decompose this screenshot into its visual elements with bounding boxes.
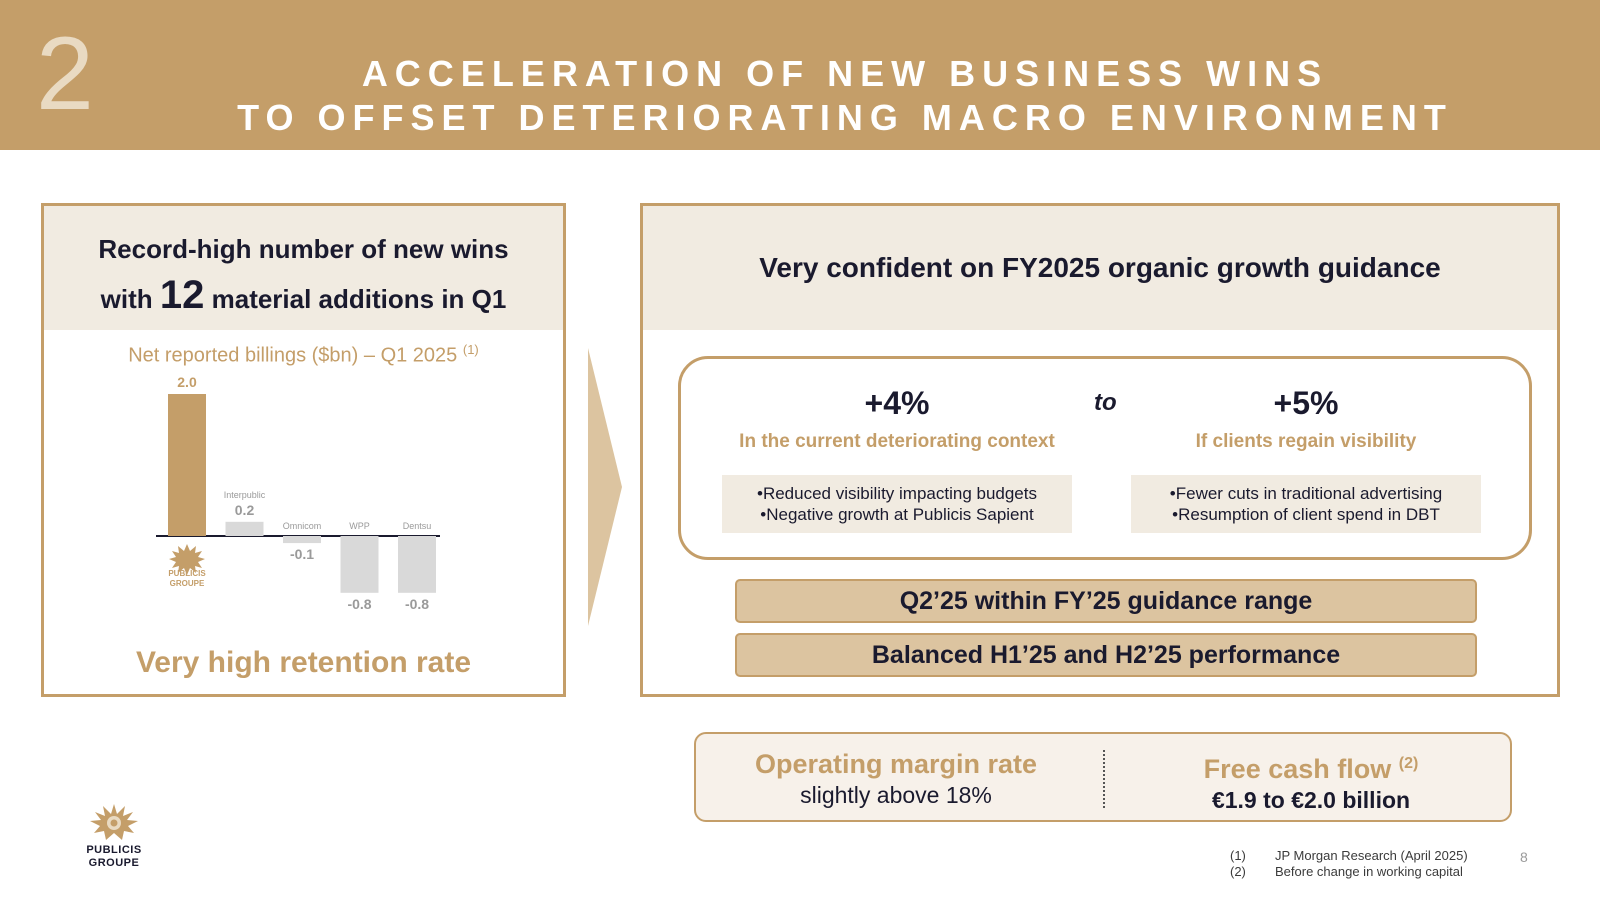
headline-line-2: with 12 material additions in Q1 <box>44 272 563 322</box>
free-cash-flow-value: €1.9 to €2.0 billion <box>1211 787 1411 813</box>
lion-sun-icon <box>90 804 138 840</box>
guidance-low: +4% In the current deteriorating context… <box>717 381 1077 533</box>
list-item: •Reduced visibility impacting budgets <box>757 484 1037 503</box>
footnote: (2) Before change in working capital <box>1230 864 1463 879</box>
logo-line-1: PUBLICIS <box>86 844 142 856</box>
headline-pre: with <box>100 284 153 314</box>
chart-title: Net reported billings ($bn) – Q1 2025 (1… <box>44 342 563 368</box>
chart-value-label: 0.2 <box>235 502 255 518</box>
chart-category-label: PUBLICIS <box>168 569 206 578</box>
free-cash-flow-ref: (2) <box>1398 755 1419 772</box>
page-number: 8 <box>1520 849 1528 865</box>
section-number: 2 <box>36 16 94 132</box>
footnotes: (1) JP Morgan Research (April 2025) (2) Be… <box>1230 848 1468 880</box>
chart-value-label: -0.1 <box>290 546 314 562</box>
operating-margin-title: Operating margin rate <box>754 749 1038 779</box>
chart-value-label: 2.0 <box>177 376 197 390</box>
range-connector: to <box>1094 389 1117 416</box>
free-cash-flow-title: Free cash flow (2) <box>1203 754 1419 784</box>
guidance-high: +5% If clients regain visibility •Fewer … <box>1131 381 1481 533</box>
chart-bar <box>398 536 436 593</box>
guidance-high-bullets: •Fewer cuts in traditional advertising •… <box>1131 475 1481 533</box>
new-wins-headline: Record-high number of new wins with 12 m… <box>44 206 563 330</box>
list-item: •Resumption of client spend in DBT <box>1172 505 1440 524</box>
headline-line-1: Record-high number of new wins <box>98 234 509 264</box>
headline-post: material additions in Q1 <box>211 284 507 314</box>
guidance-high-pct: +5% <box>1273 385 1339 421</box>
chart-title-ref: (1) <box>462 342 479 357</box>
chart-value-label: -0.8 <box>405 596 429 612</box>
guidance-high-context: If clients regain visibility <box>1195 431 1417 452</box>
logo-line-2: GROUPE <box>88 857 140 869</box>
chart-value-label: -0.8 <box>347 596 371 612</box>
guidance-panel: Very confident on FY2025 organic growth … <box>640 203 1560 697</box>
chart-category-label: Omnicom <box>283 521 322 531</box>
publicis-logo: PUBLICIS GROUPE <box>76 800 152 870</box>
list-item: •Fewer cuts in traditional advertising <box>1169 484 1443 503</box>
chart-category-label: WPP <box>349 521 370 531</box>
title-line-2: TO OFFSET DETERIORATING MACRO ENVIRONMEN… <box>237 97 1453 138</box>
operating-margin-value: slightly above 18% <box>800 782 992 808</box>
page-title: ACCELERATION OF NEW BUSINESS WINS TO OFF… <box>120 52 1570 140</box>
footnote: (1) JP Morgan Research (April 2025) <box>1230 848 1468 863</box>
title-line-1: ACCELERATION OF NEW BUSINESS WINS <box>361 53 1329 94</box>
guidance-low-context: In the current deteriorating context <box>739 431 1055 452</box>
chart-title-text: Net reported billings ($bn) – Q1 2025 <box>128 344 458 367</box>
h1-h2-performance-pill: Balanced H1’25 and H2’25 performance <box>735 633 1477 677</box>
header-banner: 2 ACCELERATION OF NEW BUSINESS WINS TO O… <box>0 0 1600 150</box>
q2-guidance-pill: Q2’25 within FY’25 guidance range <box>735 579 1477 623</box>
chart-bar <box>225 521 264 536</box>
guidance-low-bullets: •Reduced visibility impacting budgets •N… <box>722 475 1072 533</box>
free-cash-flow-kpi: Free cash flow (2) €1.9 to €2.0 billion <box>1126 748 1496 815</box>
operating-margin-kpi: Operating margin rate slightly above 18% <box>716 748 1076 810</box>
chart-bar <box>340 536 379 593</box>
chart-category-label: GROUPE <box>170 579 205 588</box>
chart-category-label: Dentsu <box>403 521 432 531</box>
kpi-divider <box>1103 750 1105 808</box>
guidance-headline: Very confident on FY2025 organic growth … <box>643 206 1557 330</box>
chart-bar <box>168 394 206 536</box>
headline-big-number: 12 <box>159 273 205 317</box>
guidance-range-box: +4% In the current deteriorating context… <box>678 356 1532 560</box>
lion-sun-icon <box>169 544 205 575</box>
kpi-box: Operating margin rate slightly above 18%… <box>694 732 1512 822</box>
chevron-right-icon <box>588 348 622 626</box>
list-item: •Negative growth at Publicis Sapient <box>760 505 1034 524</box>
retention-text: Very high retention rate <box>135 646 472 679</box>
chart-category-label: Interpublic <box>224 490 266 500</box>
guidance-low-pct: +4% <box>864 385 930 421</box>
new-wins-panel: Record-high number of new wins with 12 m… <box>41 203 566 697</box>
chart-bar <box>283 536 321 544</box>
